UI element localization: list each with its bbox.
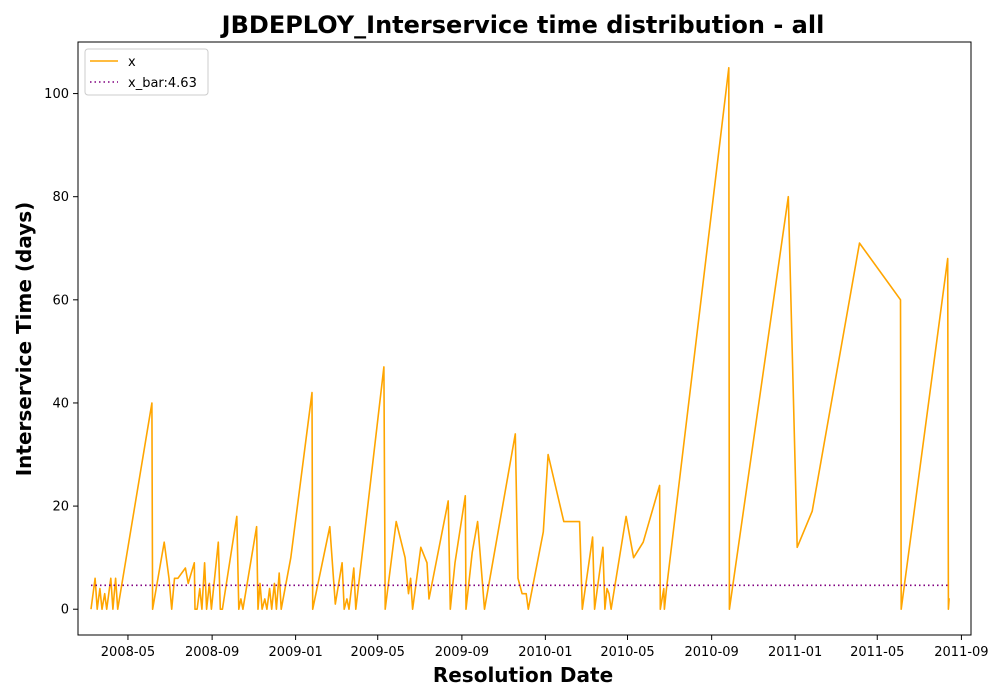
chart-title: JBDEPLOY_Interservice time distribution … xyxy=(220,11,825,39)
x-tick-label: 2011-05 xyxy=(850,645,904,660)
x-tick-label: 2010-05 xyxy=(600,645,654,660)
x-tick-label: 2011-01 xyxy=(768,645,822,660)
y-tick-label: 80 xyxy=(52,190,69,205)
x-tick-label: 2008-09 xyxy=(185,645,239,660)
y-tick-label: 40 xyxy=(52,396,69,411)
legend-label-mean: x_bar:4.63 xyxy=(128,76,197,91)
axes-frame xyxy=(77,41,972,636)
y-axis: 0 20 40 60 80 100 xyxy=(44,87,78,618)
legend: x x_bar:4.63 xyxy=(84,48,209,96)
y-tick-label: 100 xyxy=(44,87,69,102)
x-tick-label: 2010-09 xyxy=(684,645,738,660)
x-axis: 2008-05 2008-09 2009-01 2009-05 2009-09 2010-… xyxy=(101,635,989,660)
x-tick-label: 2009-09 xyxy=(435,645,489,660)
x-tick-label: 2009-01 xyxy=(268,645,322,660)
x-tick-label: 2009-05 xyxy=(351,645,405,660)
x-axis-label: Resolution Date xyxy=(433,663,613,687)
x-tick-label: 2008-05 xyxy=(101,645,155,660)
x-tick-label: 2011-09 xyxy=(934,645,988,660)
x-tick-label: 2010-01 xyxy=(518,645,572,660)
series-line-x xyxy=(90,67,950,611)
y-axis-label: Interservice Time (days) xyxy=(12,202,36,477)
y-tick-label: 60 xyxy=(52,293,69,308)
y-tick-label: 20 xyxy=(52,500,69,515)
legend-label-x: x xyxy=(128,55,136,70)
plot-area xyxy=(90,67,950,611)
y-tick-label: 0 xyxy=(61,603,69,618)
